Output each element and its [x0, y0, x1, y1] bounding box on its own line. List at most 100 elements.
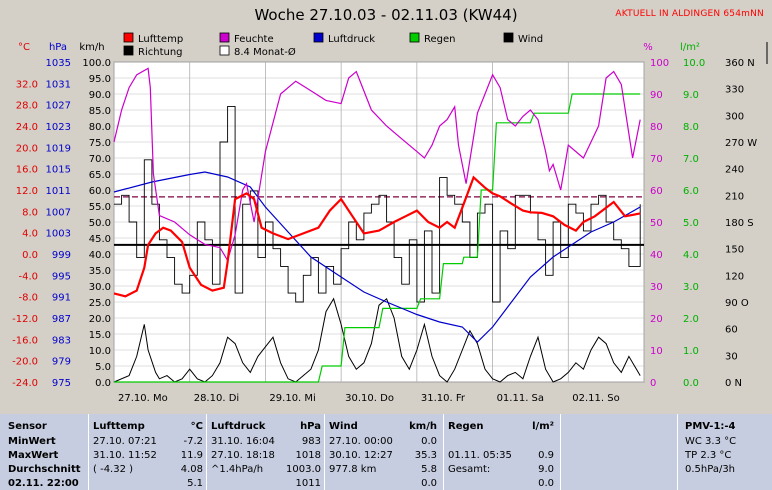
- direction-tick-label: 30: [725, 351, 738, 362]
- stats-cell-temp-value: 11.9: [180, 450, 203, 461]
- pressure-tick-label: 1031: [46, 79, 71, 90]
- stats-header-sensor: Sensor: [8, 421, 47, 432]
- stats-unit-pressure: hPa: [300, 421, 321, 432]
- rain-tick-label: 9.0: [683, 90, 699, 101]
- stats-cell-pressure-value: 983: [301, 436, 321, 447]
- legend-swatch: [219, 32, 230, 43]
- stats-row-label: Durchschnitt: [8, 464, 81, 475]
- legend-label: Lufttemp: [138, 34, 183, 45]
- direction-tick-label: 90 O: [725, 298, 749, 309]
- legend-swatch: [503, 32, 514, 43]
- stats-cell-pressure-value: 1018: [295, 450, 321, 461]
- stats-cell-pressure-value: 1003.0: [286, 464, 321, 475]
- rain-tick-label: 7.0: [683, 154, 699, 165]
- stats-header-pmv: PMV-1:-4: [685, 421, 736, 432]
- stats-header-pressure: Luftdruck: [211, 421, 266, 432]
- wind-tick-label: 60.0: [89, 186, 111, 197]
- series-richtung-line: [114, 105, 641, 303]
- humidity-tick-label: 40: [650, 250, 663, 261]
- x-tick-label: 30.10. Do: [345, 393, 394, 404]
- wind-tick-label: 80.0: [89, 122, 111, 133]
- x-tick-label: 29.10. Mi: [269, 393, 315, 404]
- location-notice: AKTUELL IN ALDINGEN 654mNN: [615, 9, 764, 19]
- humidity-unit-label: %: [643, 42, 653, 53]
- rain-tick-label: 1.0: [683, 346, 699, 357]
- stats-unit-wind: km/h: [409, 421, 437, 432]
- rain-tick-label: 2.0: [683, 314, 699, 325]
- table-separator: [324, 414, 325, 490]
- wind-tick-label: 75.0: [89, 138, 111, 149]
- wind-tick-label: 30.0: [89, 282, 111, 293]
- wind-tick-label: 10.0: [89, 346, 111, 357]
- stats-cell-rain-value: 9.0: [538, 464, 554, 475]
- pressure-tick-label: 1035: [46, 58, 71, 69]
- humidity-tick-label: 60: [650, 186, 663, 197]
- direction-tick-label: 60: [725, 325, 738, 336]
- stats-cell-temp-time: 27.10. 07:21: [93, 436, 157, 447]
- pressure-tick-label: 1015: [46, 165, 71, 176]
- stats-header-rain: Regen: [448, 421, 484, 432]
- humidity-tick-label: 90: [650, 90, 663, 101]
- temp-tick-label: 16.0: [16, 165, 38, 176]
- table-separator: [560, 414, 561, 490]
- stats-unit-rain: l/m²: [532, 421, 554, 432]
- temp-tick-label: -12.0: [12, 314, 38, 325]
- pressure-tick-label: 1019: [46, 143, 71, 154]
- series-luftdruck-line: [113, 171, 641, 343]
- rain-tick-label: 0.0: [683, 378, 699, 389]
- stats-cell-pressure-time: 31.10. 16:04: [211, 436, 275, 447]
- wind-tick-label: 0.0: [95, 378, 111, 389]
- stats-cell-temp-value: 5.1: [187, 478, 203, 489]
- wind-tick-label: 85.0: [89, 106, 111, 117]
- wind-tick-label: 55.0: [89, 202, 111, 213]
- temp-unit-label: °C: [18, 42, 30, 53]
- legend-swatch: [409, 32, 420, 43]
- wind-tick-label: 100.0: [82, 58, 111, 69]
- pressure-tick-label: 979: [52, 357, 71, 368]
- legend-label: 8.4 Monat-Ø: [234, 46, 296, 58]
- x-tick-label: 31.10. Fr: [421, 393, 466, 404]
- legend-swatch: [123, 32, 134, 43]
- pressure-tick-label: 1003: [46, 229, 71, 240]
- temp-tick-label: 8.0: [22, 207, 38, 218]
- series-lufttemp-line: [113, 175, 641, 298]
- pressure-tick-label: 1011: [46, 186, 71, 197]
- wind-tick-label: 95.0: [89, 74, 111, 85]
- temp-tick-label: 4.0: [22, 229, 38, 240]
- stats-cell-temp-value: -7.2: [183, 436, 203, 447]
- temp-tick-label: -20.0: [12, 357, 38, 368]
- pressure-tick-label: 1027: [46, 101, 71, 112]
- legend-label: Richtung: [138, 47, 183, 58]
- direction-tick-label: 330: [725, 85, 744, 96]
- table-separator: [443, 414, 444, 490]
- stats-cell-pressure-time: 27.10. 18:18: [211, 450, 275, 461]
- direction-tick-label: 120: [725, 271, 744, 282]
- stats-row-label: MaxWert: [8, 450, 59, 461]
- series-wind-line: [113, 297, 641, 383]
- table-separator: [677, 414, 678, 490]
- direction-tick-label: 300: [725, 111, 744, 122]
- weather-chart: 32.0 28.0 24.0 20.0 16.0 12.0 8.0 4.0 0.0 -4.0 -8.…: [12, 32, 768, 404]
- stats-cell-wind-time: 27.10. 00:00: [329, 436, 393, 447]
- legend-label: Luftdruck: [328, 34, 375, 45]
- direction-tick-label: 270 W: [725, 138, 757, 149]
- temp-tick-label: -4.0: [18, 271, 38, 282]
- pressure-tick-label: 999: [52, 250, 71, 261]
- temp-tick-label: 12.0: [16, 186, 38, 197]
- direction-tick-label: 240: [725, 165, 744, 176]
- wind-unit-label: km/h: [79, 42, 104, 53]
- wind-tick-label: 90.0: [89, 90, 111, 101]
- rain-tick-label: 6.0: [683, 186, 699, 197]
- table-separator: [206, 414, 207, 490]
- direction-tick-label: 360 N: [725, 58, 755, 69]
- stats-cell-rain-time: 01.11. 05:35: [448, 450, 512, 461]
- stats-header-temp: Lufttemp: [93, 421, 145, 432]
- direction-tick-label: 150: [725, 245, 744, 256]
- temp-tick-label: 32.0: [16, 79, 38, 90]
- humidity-tick-label: 0: [650, 378, 656, 389]
- stats-cell-wind-time: 977.8 km: [329, 464, 377, 475]
- stats-pmv-row: WC 3.3 °C: [685, 436, 737, 447]
- stats-cell-rain-value: 0.0: [538, 478, 554, 489]
- humidity-tick-label: 70: [650, 154, 663, 165]
- wind-tick-label: 20.0: [89, 314, 111, 325]
